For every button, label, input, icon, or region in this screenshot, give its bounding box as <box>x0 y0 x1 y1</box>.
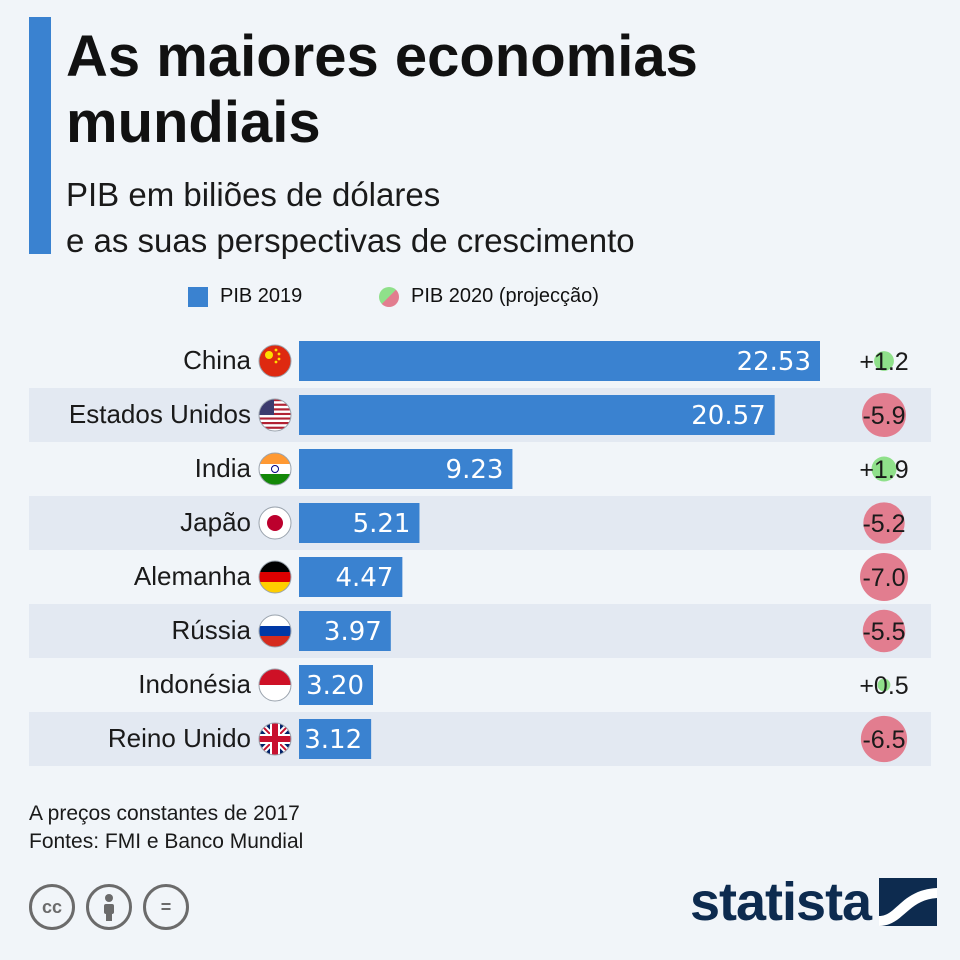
chart-subtitle: PIB em biliões de dólares e as suas pers… <box>66 172 926 264</box>
gdp-bar <box>299 395 775 435</box>
india-flag-icon <box>258 452 292 486</box>
gdp-value-label: 3.97 <box>324 617 382 647</box>
subtitle-line-1: PIB em biliões de dólares <box>66 176 441 213</box>
footnote-prices: A preços constantes de 2017 <box>29 802 300 825</box>
growth-value-label: -5.5 <box>862 618 905 646</box>
gdp-value-label: 3.20 <box>306 671 364 701</box>
legend-dot-swatch <box>379 286 399 307</box>
growth-dot <box>860 553 908 601</box>
growth-dot <box>862 609 906 653</box>
no-derivatives-icon[interactable]: = <box>143 884 189 930</box>
gdp-value-label: 20.57 <box>691 401 765 431</box>
germany-flag-icon <box>258 560 292 594</box>
growth-dot <box>877 678 891 692</box>
category-label: Reino Unido <box>108 723 251 753</box>
growth-dot <box>861 392 907 438</box>
gdp-bar <box>299 719 372 759</box>
subtitle-line-2: e as suas perspectivas de crescimento <box>66 222 635 259</box>
gdp-value-label: 22.53 <box>737 347 811 377</box>
gdp-bar <box>299 557 403 597</box>
growth-dot <box>874 351 894 371</box>
legend-item-gdp-2020: PIB 2020 (projecção) <box>379 285 599 308</box>
growth-dot <box>863 502 905 544</box>
growth-value-label: -6.5 <box>862 726 905 754</box>
gdp-bar <box>299 449 513 489</box>
gdp-bar <box>299 503 420 543</box>
growth-value-label: -5.2 <box>862 510 905 538</box>
legend-bar-swatch <box>188 286 208 307</box>
japan-flag-icon <box>258 506 292 540</box>
gdp-value-label: 3.12 <box>304 725 362 755</box>
growth-value-label: +1.2 <box>859 348 908 376</box>
category-label: Estados Unidos <box>69 399 251 429</box>
footnote-sources: Fontes: FMI e Banco Mundial <box>29 830 304 853</box>
legend-label-gdp-2019: PIB 2019 <box>220 285 303 307</box>
gdp-bar <box>299 341 820 381</box>
gdp-value-label: 9.23 <box>446 455 504 485</box>
license-icons: cc = <box>29 884 189 930</box>
legend-label-gdp-2020: PIB 2020 (projecção) <box>411 285 599 307</box>
legend: PIB 2019 PIB 2020 (projecção) <box>0 285 960 311</box>
gdp-bar <box>299 611 391 651</box>
growth-dot <box>860 715 908 763</box>
gdp-value-label: 5.21 <box>353 509 411 539</box>
statista-logo-icon <box>879 878 938 926</box>
row-stripe <box>29 712 931 766</box>
person-glyph <box>104 894 114 921</box>
category-label: Indonésia <box>138 669 251 699</box>
china-flag-icon <box>258 344 292 378</box>
row-stripe <box>29 604 931 658</box>
growth-dot <box>871 456 897 482</box>
row-stripe <box>29 496 931 550</box>
category-label: Alemanha <box>134 561 252 591</box>
attribution-person-icon[interactable] <box>86 884 132 930</box>
growth-value-label: -5.9 <box>862 402 905 430</box>
growth-value-label: -7.0 <box>862 564 905 592</box>
statista-logo[interactable]: statista <box>690 872 938 932</box>
gdp-bar-chart: China 22.53 +1.2 Estados Unidos 20.57 -5.9 Ind… <box>29 341 931 766</box>
title-accent-bar <box>29 17 51 254</box>
russia-flag-icon <box>258 614 292 648</box>
indonesia-flag-icon <box>258 668 292 702</box>
uk-flag-icon <box>258 722 292 756</box>
brand-wordmark: statista <box>690 872 872 932</box>
category-label: Rússia <box>172 615 252 645</box>
category-label: India <box>195 453 252 483</box>
category-label: China <box>183 345 251 375</box>
footnote: A preços constantes de 2017 Fontes: FMI … <box>29 800 303 856</box>
creative-commons-icon[interactable]: cc <box>29 884 75 930</box>
gdp-bar <box>299 665 373 705</box>
gdp-value-label: 4.47 <box>335 563 393 593</box>
usa-flag-icon <box>258 398 292 432</box>
category-label: Japão <box>180 507 251 537</box>
legend-item-gdp-2019: PIB 2019 <box>188 285 302 308</box>
growth-value-label: +1.9 <box>859 456 908 484</box>
chart-title: As maiores economias mundiais <box>66 24 698 155</box>
growth-value-label: +0.5 <box>859 672 908 700</box>
